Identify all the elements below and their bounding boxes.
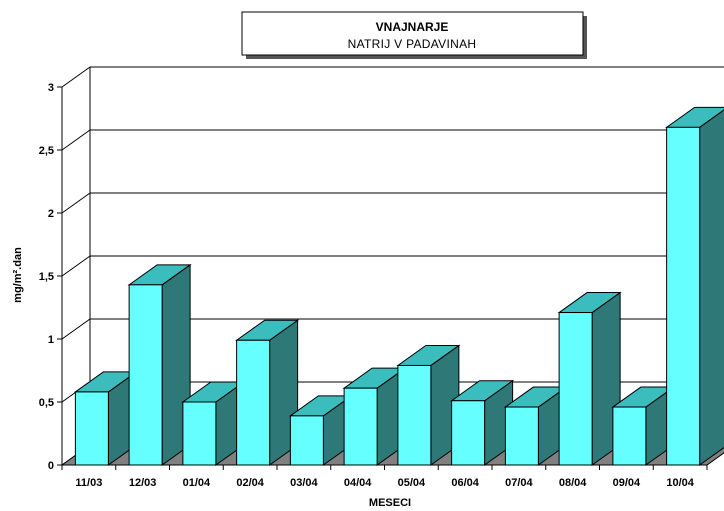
bar: [73, 370, 138, 466]
bars: [73, 106, 724, 466]
bar: [557, 291, 622, 466]
x-tick-label: 09/04: [613, 477, 641, 489]
bar: [396, 344, 461, 466]
x-tick-label: 12/03: [129, 477, 157, 489]
chart-subtitle: NATRIJ V PADAVINAH: [348, 37, 477, 51]
title-box: VNAJNARJE NATRIJ V PADAVINAH: [241, 11, 587, 59]
bar: [611, 386, 676, 466]
axes: [57, 86, 708, 470]
y-tick-labels: 0 0,5 1 1,5 2 2,5 3: [39, 82, 54, 472]
y-tick-label: 3: [48, 82, 54, 94]
x-tick-label: 11/03: [75, 477, 102, 489]
bar: [235, 319, 300, 466]
bar: [665, 106, 724, 466]
x-tick-label: 03/04: [290, 477, 318, 489]
y-tick-label: 2,5: [39, 145, 54, 157]
bar: [342, 367, 407, 466]
y-tick-label: 1: [48, 334, 54, 346]
y-tick-label: 0: [48, 460, 54, 472]
y-tick-label: 1,5: [39, 271, 54, 283]
y-tick-label: 2: [48, 208, 54, 220]
x-tick-label: 02/04: [236, 477, 264, 489]
x-tick-labels: 11/03 12/03 01/04 02/04 03/04 04/04 05/04 06/04…: [75, 477, 694, 489]
grid: [61, 66, 724, 466]
x-tick-label: 04/04: [344, 477, 372, 489]
y-axis-label: mg/m².dan: [12, 247, 24, 303]
x-tick-label: 10/04: [666, 477, 694, 489]
x-tick-label: 06/04: [451, 477, 479, 489]
x-tick-label: 05/04: [398, 477, 426, 489]
x-tick-label: 07/04: [505, 477, 533, 489]
bar: [127, 263, 192, 466]
y-tick-label: 0,5: [39, 397, 54, 409]
x-tick-label: 01/04: [183, 477, 211, 489]
x-tick-label: 08/04: [559, 477, 587, 489]
chart-title: VNAJNARJE: [376, 20, 449, 34]
x-axis-label: MESECI: [369, 497, 411, 509]
